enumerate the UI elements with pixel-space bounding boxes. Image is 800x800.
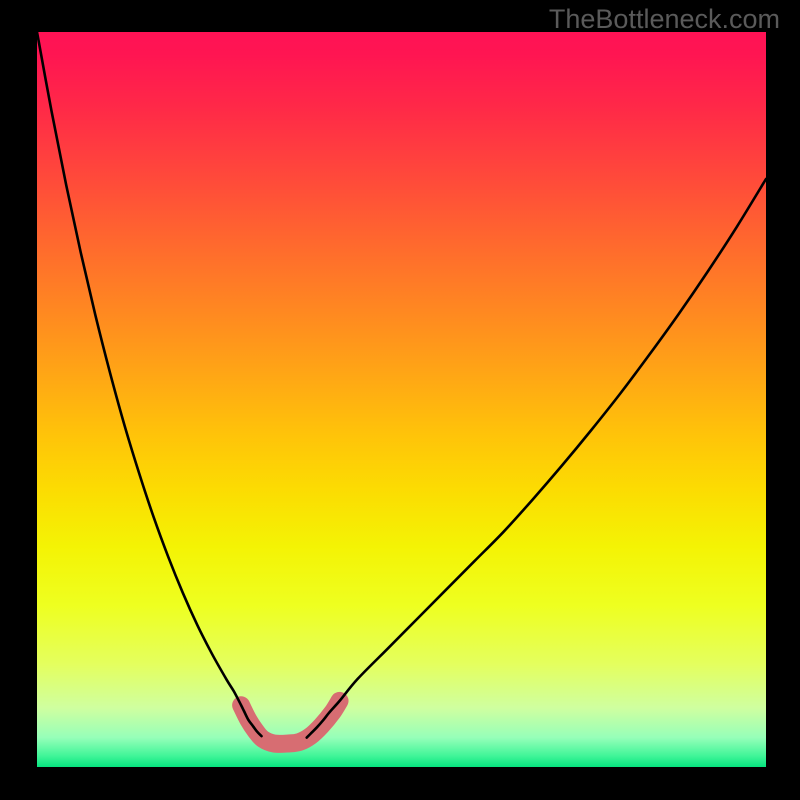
chart-frame	[37, 32, 766, 767]
bottleneck-chart	[37, 32, 766, 767]
gradient-background	[37, 32, 766, 767]
watermark-text: TheBottleneck.com	[549, 4, 780, 35]
